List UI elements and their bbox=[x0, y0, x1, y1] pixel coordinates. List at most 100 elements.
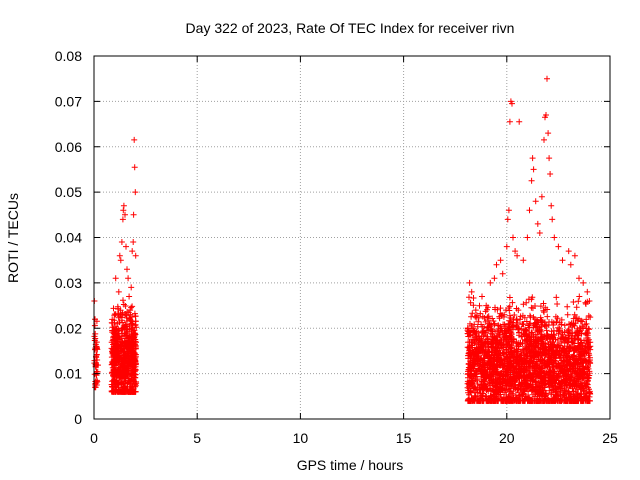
data-point bbox=[583, 331, 590, 338]
data-point bbox=[542, 361, 549, 368]
data-point bbox=[494, 385, 501, 392]
data-point bbox=[585, 343, 592, 350]
data-point bbox=[571, 335, 578, 342]
data-point bbox=[528, 333, 535, 340]
data-point bbox=[129, 322, 135, 329]
data-point bbox=[565, 335, 572, 342]
data-point bbox=[464, 380, 471, 387]
data-point bbox=[575, 298, 582, 305]
data-point bbox=[559, 257, 566, 264]
data-point bbox=[482, 318, 489, 325]
data-point bbox=[534, 220, 541, 227]
data-point bbox=[580, 325, 587, 331]
data-point bbox=[571, 311, 578, 318]
data-point bbox=[113, 342, 119, 349]
data-point bbox=[481, 340, 488, 347]
data-point bbox=[521, 314, 528, 321]
data-point bbox=[469, 362, 476, 369]
data-point bbox=[93, 318, 100, 325]
data-point bbox=[112, 275, 119, 282]
data-point bbox=[523, 299, 530, 306]
data-point bbox=[472, 393, 479, 400]
data-point bbox=[526, 207, 533, 214]
data-point bbox=[115, 288, 122, 295]
data-point bbox=[476, 387, 483, 393]
data-point bbox=[514, 386, 521, 393]
data-point bbox=[536, 336, 543, 343]
data-point bbox=[112, 330, 119, 337]
data-point bbox=[566, 330, 573, 337]
data-point bbox=[108, 361, 115, 368]
data-point bbox=[121, 357, 128, 364]
data-point bbox=[131, 136, 138, 143]
data-point bbox=[479, 293, 485, 300]
data-point bbox=[493, 356, 500, 363]
data-point bbox=[117, 257, 124, 264]
grid-lines bbox=[94, 56, 610, 419]
data-point bbox=[532, 331, 539, 338]
data-point bbox=[570, 338, 577, 344]
data-point bbox=[503, 386, 510, 393]
data-point bbox=[465, 339, 472, 346]
data-point bbox=[534, 323, 540, 330]
data-point bbox=[465, 374, 471, 381]
data-point bbox=[581, 346, 588, 353]
data-point bbox=[559, 336, 566, 343]
data-point bbox=[476, 302, 483, 309]
data-point bbox=[571, 252, 578, 259]
data-point bbox=[576, 351, 583, 358]
data-point bbox=[565, 248, 572, 255]
data-point bbox=[547, 171, 554, 177]
data-point bbox=[115, 347, 122, 354]
data-point bbox=[469, 357, 476, 364]
data-point bbox=[109, 381, 116, 388]
data-point bbox=[564, 311, 571, 318]
x-tick-label: 10 bbox=[293, 430, 309, 446]
data-point bbox=[552, 357, 559, 364]
data-point bbox=[480, 390, 487, 397]
data-point bbox=[504, 362, 511, 368]
data-point bbox=[565, 388, 572, 395]
data-point bbox=[466, 279, 473, 286]
data-point bbox=[490, 362, 497, 369]
data-point bbox=[527, 353, 534, 360]
data-point bbox=[510, 338, 517, 345]
data-point bbox=[585, 325, 592, 332]
y-tick-label: 0.08 bbox=[55, 48, 82, 64]
data-point bbox=[558, 357, 565, 364]
data-point bbox=[585, 336, 592, 343]
data-point bbox=[493, 366, 500, 373]
data-point bbox=[500, 363, 507, 370]
data-point bbox=[582, 299, 589, 306]
data-point bbox=[507, 314, 514, 321]
y-tick-label: 0.01 bbox=[55, 366, 82, 382]
data-point bbox=[505, 327, 512, 333]
data-point bbox=[123, 344, 130, 351]
data-point bbox=[532, 198, 539, 205]
data-point bbox=[567, 394, 574, 401]
data-point bbox=[472, 307, 479, 314]
data-point bbox=[486, 321, 493, 328]
data-point bbox=[477, 337, 484, 344]
data-point bbox=[561, 365, 568, 372]
data-point bbox=[509, 395, 516, 402]
data-point bbox=[127, 380, 134, 387]
data-point bbox=[131, 164, 138, 171]
data-point bbox=[491, 320, 498, 327]
data-point bbox=[541, 322, 548, 329]
data-point bbox=[124, 351, 131, 358]
data-point bbox=[514, 359, 521, 365]
data-point bbox=[120, 207, 127, 214]
data-point bbox=[129, 303, 136, 310]
data-point bbox=[508, 331, 515, 338]
data-point bbox=[122, 311, 129, 317]
data-point bbox=[470, 327, 477, 334]
data-point bbox=[530, 324, 537, 331]
data-point bbox=[538, 193, 545, 200]
data-point bbox=[495, 326, 502, 333]
data-point bbox=[506, 294, 513, 301]
data-point bbox=[482, 383, 489, 390]
data-point bbox=[549, 358, 556, 365]
data-point bbox=[125, 275, 132, 282]
data-point bbox=[529, 305, 536, 312]
